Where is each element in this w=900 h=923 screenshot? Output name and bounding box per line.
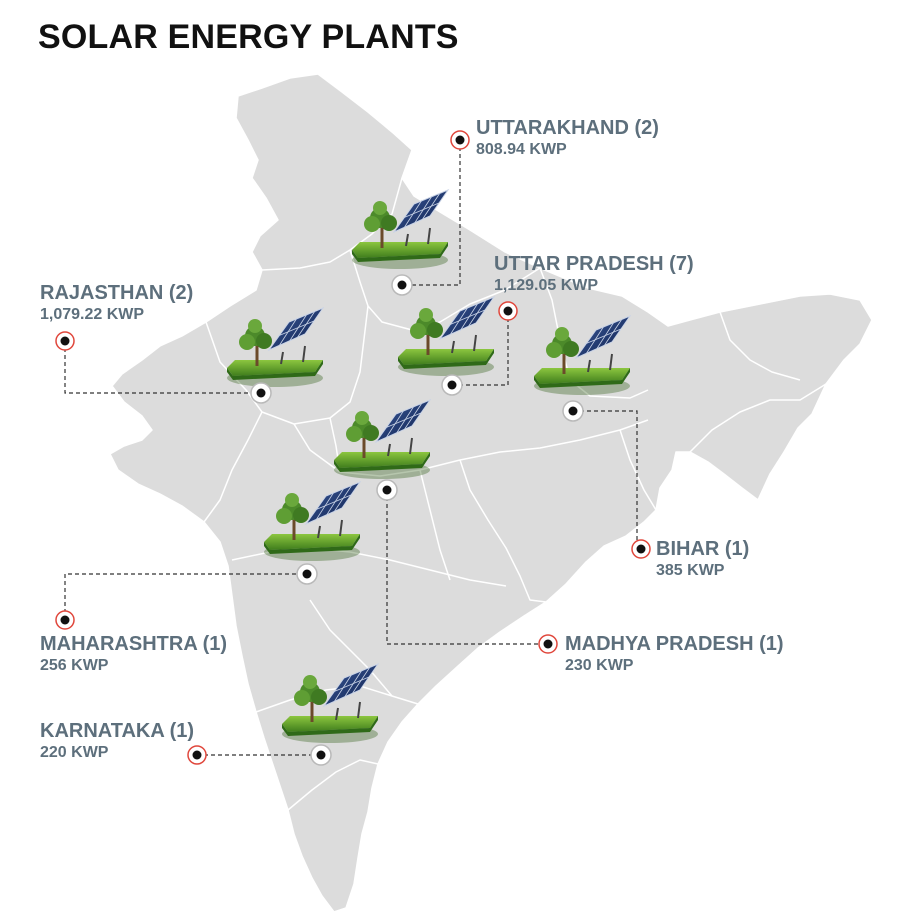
plant-label-uttar-pradesh: UTTAR PRADESH (7) 1,129.05 KWP xyxy=(494,253,694,295)
state-name: MADHYA PRADESH (1) xyxy=(565,633,784,655)
connector-bihar xyxy=(573,410,638,548)
capacity-value: 220 KWP xyxy=(40,744,109,761)
capacity-value: 256 KWP xyxy=(40,657,109,674)
state-name: KARNATAKA (1) xyxy=(40,720,195,742)
page-title: SOLAR ENERGY PLANTS xyxy=(38,18,459,56)
label-marker-icon[interactable] xyxy=(55,610,75,630)
plant-label-karnataka: KARNATAKA (1) 220 KWP xyxy=(40,720,194,762)
state-name: RAJASTHAN (2) xyxy=(40,282,194,304)
label-marker-icon[interactable] xyxy=(538,634,558,654)
connector-uttarakhand xyxy=(402,140,461,286)
connector-maharashtra xyxy=(64,573,307,620)
plant-label-rajasthan: RAJASTHAN (2) 1,079.22 KWP xyxy=(40,282,193,324)
label-marker-icon[interactable] xyxy=(55,331,75,351)
capacity-value: 385 KWP xyxy=(656,562,725,579)
label-marker-icon[interactable] xyxy=(450,130,470,150)
connector-rajasthan xyxy=(64,341,261,394)
location-marker-icon[interactable] xyxy=(296,563,318,585)
connector-madhya-pradesh xyxy=(386,490,548,645)
plant-label-madhya-pradesh: MADHYA PRADESH (1) 230 KWP xyxy=(565,633,784,675)
capacity-value: 230 KWP xyxy=(565,657,634,674)
state-name: UTTARAKHAND (2) xyxy=(476,117,659,139)
capacity-value: 1,079.22 KWP xyxy=(40,306,145,323)
location-marker-icon[interactable] xyxy=(310,744,332,766)
label-marker-icon[interactable] xyxy=(498,301,518,321)
capacity-value: 808.94 KWP xyxy=(476,141,567,158)
capacity-value: 1,129.05 KWP xyxy=(494,277,599,294)
location-marker-icon[interactable] xyxy=(376,479,398,501)
plant-label-maharashtra: MAHARASHTRA (1) 256 KWP xyxy=(40,633,227,675)
plant-label-uttarakhand: UTTARAKHAND (2) 808.94 KWP xyxy=(476,117,659,159)
india-outline xyxy=(109,73,873,913)
state-name: BIHAR (1) xyxy=(656,538,750,560)
connector-uttar-pradesh xyxy=(452,311,509,386)
location-marker-icon[interactable] xyxy=(391,274,413,296)
location-marker-icon[interactable] xyxy=(250,382,272,404)
connector-lines xyxy=(64,140,638,756)
location-marker-icon[interactable] xyxy=(562,400,584,422)
plant-label-bihar: BIHAR (1) 385 KWP xyxy=(656,538,749,580)
location-marker-icon[interactable] xyxy=(441,374,463,396)
label-marker-icon[interactable] xyxy=(631,539,651,559)
state-name: UTTAR PRADESH (7) xyxy=(494,253,694,275)
state-name: MAHARASHTRA (1) xyxy=(40,633,228,655)
